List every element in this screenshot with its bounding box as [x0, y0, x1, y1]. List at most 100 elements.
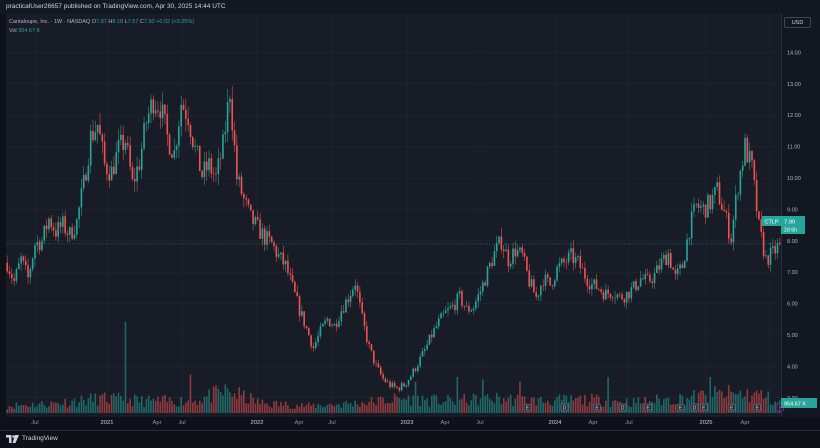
candle-body[interactable]	[533, 279, 535, 293]
candle-body[interactable]	[600, 289, 602, 292]
candle-body[interactable]	[143, 123, 145, 149]
tradingview-brand[interactable]: TradingView	[6, 434, 58, 444]
candle-body[interactable]	[598, 288, 600, 290]
candle-body[interactable]	[266, 231, 268, 245]
earnings-marker[interactable]: E	[646, 406, 650, 412]
candle-body[interactable]	[644, 273, 647, 280]
candle-body[interactable]	[544, 274, 547, 287]
candle-body[interactable]	[403, 383, 405, 387]
candle-body[interactable]	[6, 262, 8, 272]
candle-body[interactable]	[231, 98, 234, 131]
candle-body[interactable]	[607, 289, 609, 294]
candle-body[interactable]	[393, 382, 396, 387]
candle-body[interactable]	[36, 241, 39, 246]
candle-body[interactable]	[240, 176, 243, 195]
candle-body[interactable]	[709, 194, 712, 210]
candle-body[interactable]	[127, 143, 129, 146]
candle-body[interactable]	[748, 150, 751, 163]
candle-body[interactable]	[734, 195, 737, 220]
candle-body[interactable]	[458, 290, 461, 294]
candle-body[interactable]	[326, 318, 329, 321]
candle-body[interactable]	[477, 294, 480, 302]
candle-body[interactable]	[414, 368, 417, 371]
candle-body[interactable]	[472, 308, 475, 311]
candle-body[interactable]	[465, 306, 468, 307]
candle-body[interactable]	[106, 163, 108, 175]
candle-body[interactable]	[319, 326, 322, 336]
candle-body[interactable]	[282, 252, 285, 265]
candle-body[interactable]	[505, 249, 507, 252]
candle-body[interactable]	[468, 306, 470, 312]
candle-body[interactable]	[363, 313, 366, 327]
candle-body[interactable]	[138, 166, 141, 170]
candle-body[interactable]	[370, 344, 373, 351]
candle-body[interactable]	[630, 287, 633, 299]
candle-body[interactable]	[38, 241, 41, 251]
candle-body[interactable]	[131, 166, 134, 180]
candle-body[interactable]	[553, 280, 556, 287]
candle-body[interactable]	[591, 284, 593, 290]
candle-body[interactable]	[152, 99, 155, 114]
candle-body[interactable]	[108, 174, 111, 181]
candle-body[interactable]	[716, 182, 719, 187]
event-marker-bg[interactable]	[593, 403, 601, 412]
candle-body[interactable]	[210, 158, 213, 174]
candle-body[interactable]	[233, 130, 236, 146]
candle-body[interactable]	[212, 173, 215, 174]
candle-body[interactable]	[312, 346, 315, 348]
candle-body[interactable]	[161, 104, 164, 119]
candle-body[interactable]	[10, 273, 13, 279]
candle-body[interactable]	[697, 203, 700, 208]
candle-body[interactable]	[479, 291, 482, 295]
candle-body[interactable]	[140, 148, 143, 170]
candle-body[interactable]	[514, 248, 517, 257]
candle-body[interactable]	[396, 386, 398, 388]
candle-body[interactable]	[776, 242, 779, 254]
candle-body[interactable]	[375, 363, 377, 364]
candle-body[interactable]	[732, 219, 735, 243]
candle-body[interactable]	[721, 204, 723, 210]
candle-body[interactable]	[663, 254, 665, 259]
candle-body[interactable]	[456, 293, 459, 311]
candle-body[interactable]	[372, 350, 375, 364]
candle-body[interactable]	[226, 102, 229, 133]
candle-body[interactable]	[695, 203, 698, 205]
candle-body[interactable]	[377, 363, 380, 368]
candle-body[interactable]	[702, 204, 705, 207]
candle-body[interactable]	[646, 273, 649, 275]
candle-body[interactable]	[20, 256, 22, 264]
candle-body[interactable]	[581, 267, 584, 269]
candle-body[interactable]	[224, 132, 227, 135]
candle-body[interactable]	[303, 311, 305, 327]
candle-body[interactable]	[243, 194, 245, 199]
candle-body[interactable]	[215, 173, 217, 175]
candle-body[interactable]	[649, 274, 651, 282]
candle-body[interactable]	[400, 383, 403, 391]
candle-body[interactable]	[249, 204, 252, 211]
candle-body[interactable]	[412, 368, 415, 377]
candle-body[interactable]	[767, 255, 770, 265]
candle-body[interactable]	[48, 218, 50, 230]
candle-body[interactable]	[704, 204, 707, 218]
candle-body[interactable]	[725, 211, 728, 213]
candle-body[interactable]	[495, 243, 498, 252]
candle-body[interactable]	[639, 278, 642, 287]
chart-canvas[interactable]: EEEEEEEEEEDDD 14.0013.0012.0011.0010.009…	[0, 0, 820, 430]
candle-body[interactable]	[433, 328, 435, 338]
candle-body[interactable]	[166, 114, 169, 135]
candle-body[interactable]	[739, 170, 742, 195]
candle-body[interactable]	[256, 217, 259, 220]
candle-body[interactable]	[741, 165, 744, 171]
candle-body[interactable]	[129, 145, 131, 167]
candle-body[interactable]	[572, 248, 575, 264]
candle-body[interactable]	[779, 242, 781, 244]
candle-body[interactable]	[693, 204, 695, 212]
candle-body[interactable]	[345, 299, 347, 313]
candle-body[interactable]	[50, 218, 53, 228]
candle-body[interactable]	[185, 109, 187, 119]
candle-body[interactable]	[68, 227, 71, 235]
candle-body[interactable]	[191, 137, 194, 147]
candle-body[interactable]	[99, 124, 101, 135]
earnings-marker[interactable]: E	[526, 406, 530, 412]
candle-body[interactable]	[229, 98, 231, 103]
